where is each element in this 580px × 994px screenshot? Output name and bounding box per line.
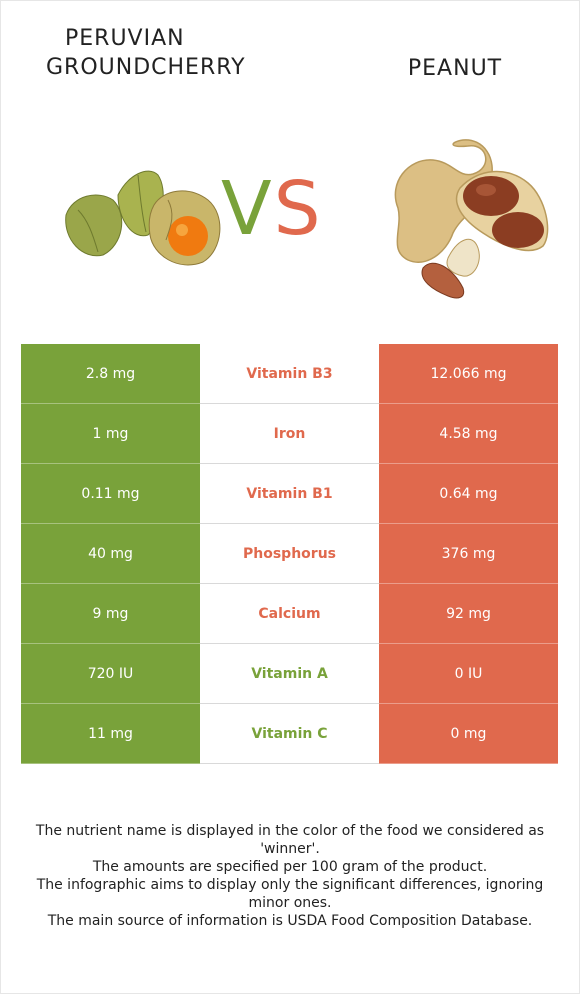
nutrient-name: Vitamin B3 <box>200 344 379 404</box>
peanut-image <box>394 139 549 299</box>
right-value: 0 mg <box>379 704 558 764</box>
nutrient-name: Vitamin A <box>200 644 379 704</box>
right-value: 92 mg <box>379 584 558 644</box>
footnote-1: The nutrient name is displayed in the co… <box>35 823 545 857</box>
footnote-4: The main source of information is USDA F… <box>47 913 533 929</box>
left-title-line1: PERUVIAN <box>65 26 185 51</box>
nutrient-comparison-table: 2.8 mg Vitamin B3 12.066 mg 1 mg Iron 4.58 mg… <box>21 344 558 764</box>
left-value: 9 mg <box>21 584 200 644</box>
nutrient-name: Vitamin C <box>200 704 379 764</box>
footnotes: The nutrient name is displayed in the co… <box>20 822 560 930</box>
table-row: 1 mg Iron 4.58 mg <box>21 404 558 464</box>
groundcherry-image <box>65 170 221 266</box>
right-value: 12.066 mg <box>379 344 558 404</box>
vs-v: V <box>221 166 274 252</box>
left-value: 11 mg <box>21 704 200 764</box>
footnote-3: The infographic aims to display only the… <box>36 877 544 911</box>
right-value: 0 IU <box>379 644 558 704</box>
nutrient-name: Calcium <box>200 584 379 644</box>
right-value: 0.64 mg <box>379 464 558 524</box>
left-title-line2: GROUNDCHERRY <box>46 55 246 80</box>
left-value: 40 mg <box>21 524 200 584</box>
nutrient-name: Phosphorus <box>200 524 379 584</box>
left-value: 1 mg <box>21 404 200 464</box>
table-row: 9 mg Calcium 92 mg <box>21 584 558 644</box>
nutrient-name: Iron <box>200 404 379 464</box>
table-row: 2.8 mg Vitamin B3 12.066 mg <box>21 344 558 404</box>
table-row: 0.11 mg Vitamin B1 0.64 mg <box>21 464 558 524</box>
left-value: 2.8 mg <box>21 344 200 404</box>
left-value: 720 IU <box>21 644 200 704</box>
nutrient-name: Vitamin B1 <box>200 464 379 524</box>
footnote-2: The amounts are specified per 100 gram o… <box>92 859 488 875</box>
left-value: 0.11 mg <box>21 464 200 524</box>
vs-s: S <box>273 166 323 252</box>
right-food-title: PEANUT <box>407 56 503 81</box>
right-value: 4.58 mg <box>379 404 558 464</box>
left-food-title: PERUVIAN GROUNDCHERRY <box>46 24 285 82</box>
table-row: 40 mg Phosphorus 376 mg <box>21 524 558 584</box>
right-value: 376 mg <box>379 524 558 584</box>
vs-label: VS <box>221 172 323 246</box>
